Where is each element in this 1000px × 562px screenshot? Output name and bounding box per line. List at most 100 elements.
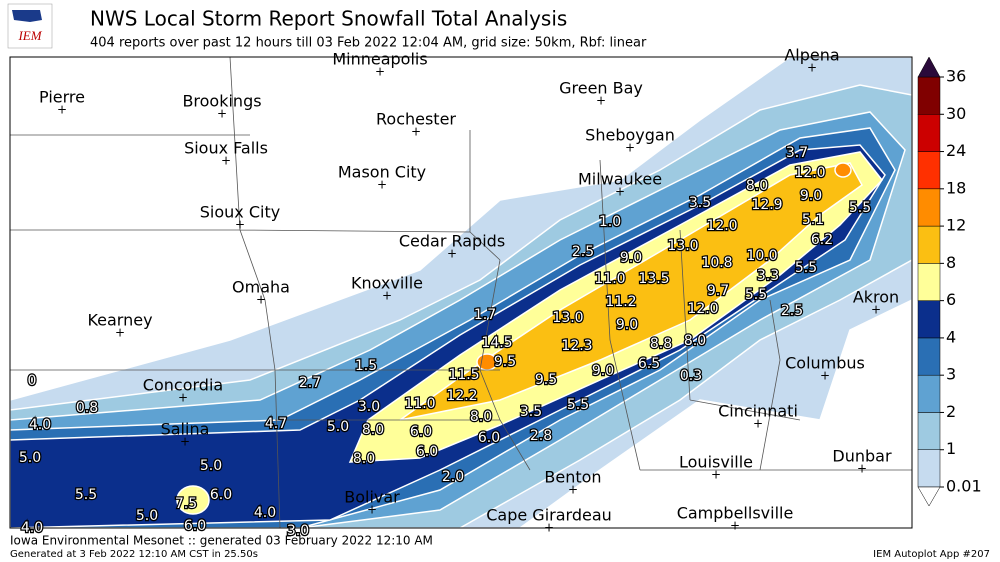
report-value: 9.5	[535, 372, 557, 388]
city-label: Cedar Rapids	[399, 232, 505, 251]
colorbar-band	[917, 76, 941, 115]
report-value: 11.5	[448, 367, 479, 383]
report-value: 3.0	[287, 523, 309, 539]
report-value: 1.0	[599, 214, 621, 230]
report-value: 2.0	[442, 469, 464, 485]
report-value: 13.0	[667, 238, 698, 254]
city-label: Dunbar	[832, 447, 892, 466]
city-marker: +	[568, 483, 578, 497]
report-value: 11.0	[594, 271, 625, 287]
city-label: Mason City	[338, 163, 426, 182]
city-marker: +	[753, 417, 763, 431]
colorbar-band	[917, 151, 941, 190]
report-value: 6.0	[410, 424, 432, 440]
report-value: 3.5	[520, 404, 542, 420]
city-marker: +	[411, 125, 421, 139]
city-marker: +	[447, 247, 457, 261]
report-value: 8.0	[353, 451, 375, 467]
report-value: 13.0	[552, 310, 583, 326]
report-value: 1.7	[474, 307, 496, 323]
report-value: 3.5	[689, 195, 711, 211]
city-label: Concordia	[143, 376, 223, 395]
report-value: 12.0	[794, 165, 825, 181]
report-value: 6.0	[416, 444, 438, 460]
city-label: Cincinnati	[718, 402, 798, 421]
colorbar-band	[917, 263, 941, 301]
report-value: 0	[28, 373, 37, 389]
colorbar-band	[917, 337, 941, 376]
city-marker: +	[857, 462, 867, 476]
colorbar-tick-label: 36	[946, 67, 966, 86]
city-label: Green Bay	[559, 79, 643, 98]
colorbar-tick-label: 30	[946, 104, 966, 123]
colorbar-under	[917, 486, 941, 507]
report-value: 9.0	[592, 363, 614, 379]
report-value: 4.0	[254, 505, 276, 521]
report-value: 11.0	[404, 396, 435, 412]
report-value: 9.0	[800, 188, 822, 204]
city-label: Akron	[853, 288, 899, 307]
report-value: 8.0	[746, 178, 768, 194]
report-value: 2.5	[572, 244, 594, 260]
report-value: 5.5	[795, 260, 817, 276]
city-marker: +	[382, 289, 392, 303]
colorbar-tick-label: 1	[946, 439, 956, 458]
report-value: 6.0	[184, 518, 206, 534]
city-marker: +	[820, 369, 830, 383]
report-labels: 3.7 12.0 8.0 9.0 3.5 12.9 5.5 1.0 5.1 12.0 13.0 6.2…	[18, 144, 873, 541]
report-value: 14.5	[481, 335, 512, 351]
city-label: Bolivar	[344, 488, 400, 507]
report-value: 8.0	[684, 333, 706, 349]
city-label: Benton	[544, 468, 601, 487]
report-value: 12.3	[561, 338, 592, 354]
city-label: Columbus	[785, 354, 865, 373]
report-value: 5.1	[802, 212, 824, 228]
city-marker: +	[807, 61, 817, 75]
city-marker: +	[596, 94, 606, 108]
city-marker: +	[367, 503, 377, 517]
report-value: 12.2	[446, 388, 477, 404]
footer-generated: Generated at 3 Feb 2022 12:10 AM CST in …	[10, 549, 258, 560]
colorbar-band	[917, 374, 941, 413]
city-label: Louisville	[679, 453, 753, 472]
city-marker: +	[180, 435, 190, 449]
report-value: 10.8	[701, 255, 732, 271]
colorbar-band	[917, 412, 941, 450]
report-value: 4.0	[21, 520, 43, 536]
city-marker: +	[57, 103, 67, 117]
report-value: 0.3	[680, 368, 702, 384]
report-value: 12.0	[706, 218, 737, 234]
logo: IEM	[7, 3, 53, 49]
report-value: 5.0	[136, 508, 158, 524]
city-marker: +	[871, 303, 881, 317]
report-value: 3.3	[757, 268, 779, 284]
report-value: 8.8	[650, 336, 672, 352]
city-marker: +	[178, 391, 188, 405]
report-value: 1.5	[355, 358, 377, 374]
map-frame	[9, 56, 913, 529]
city-marker: +	[256, 293, 266, 307]
report-value: 5.0	[19, 450, 41, 466]
city-marker: +	[730, 519, 740, 533]
report-value: 4.7	[265, 416, 287, 432]
colorbar-tick-label: 3	[946, 365, 956, 384]
colorbar-tick-label: 6	[946, 290, 956, 309]
report-value: 2.7	[299, 375, 321, 391]
report-value: 0.8	[76, 400, 98, 416]
report-value: 9.7	[707, 283, 729, 299]
report-value: 3.7	[786, 145, 808, 161]
report-value: 6.5	[638, 356, 660, 372]
city-marker: +	[377, 178, 387, 192]
colorbar-band	[917, 300, 941, 339]
contour-band	[176, 485, 210, 515]
city-label: Rochester	[376, 110, 456, 129]
city-marker: +	[221, 154, 231, 168]
subtitle: 404 reports over past 12 hours till 03 F…	[90, 36, 647, 51]
city-labels: Minneapolis+Alpena+Pierre+ Brookings+Gree…	[39, 46, 899, 535]
report-value: 6.0	[210, 487, 232, 503]
city-marker: +	[375, 65, 385, 79]
colorbar-tick-label: 8	[946, 253, 956, 272]
report-value: 7.5	[175, 496, 197, 512]
